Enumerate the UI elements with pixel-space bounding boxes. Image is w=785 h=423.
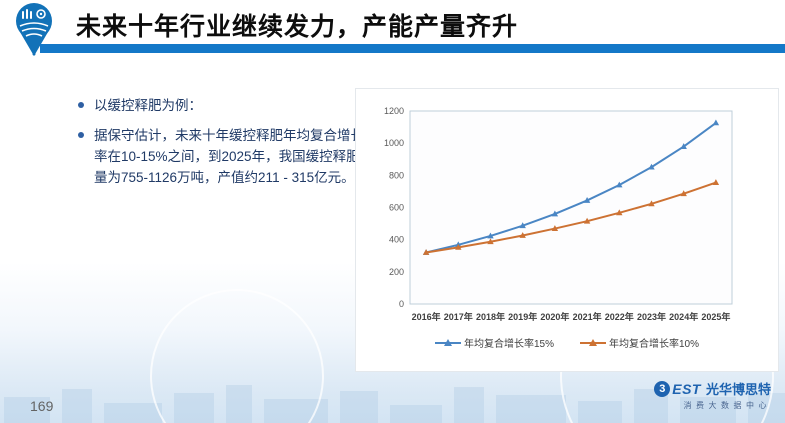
skyline-building [390, 405, 442, 423]
skyline-building [226, 385, 252, 423]
legend-item: 年均复合增长率15% [434, 335, 554, 350]
data-point-marker [487, 238, 494, 245]
x-axis-tick: 2016年 [412, 311, 441, 322]
y-axis-tick: 800 [389, 170, 404, 180]
y-axis-tick: 0 [399, 299, 404, 309]
footer-brand-logo: 3 EST 光华博思特 消费大数据中心 [654, 379, 771, 411]
data-point-marker [648, 163, 655, 170]
decor-ring [150, 289, 324, 423]
skyline-building [264, 399, 328, 423]
bullet-text: 据保守估计，未来十年缓控释肥年均复合增长率在10-15%之间，到2025年，我国… [94, 128, 374, 185]
y-axis-tick: 1000 [384, 138, 404, 148]
data-point-marker [519, 232, 526, 238]
y-axis-tick: 200 [389, 267, 404, 277]
data-point-marker [680, 143, 687, 149]
skyline-building [174, 393, 214, 423]
header: 未来十年行业继续发力，产能产量齐升 [0, 0, 785, 57]
brand-row: 3 EST 光华博思特 [654, 379, 771, 398]
data-point-marker [487, 232, 494, 239]
data-point-marker [712, 119, 720, 126]
legend-item: 年均复合增长率10% [580, 335, 699, 350]
data-point-marker [583, 197, 591, 203]
legend-marker-icon [580, 338, 606, 347]
data-point-marker [680, 190, 687, 197]
data-point-marker [551, 225, 559, 231]
bullet-list: 以缓控释肥为例： 据保守估计，未来十年缓控释肥年均复合增长率在10-15%之间，… [76, 95, 376, 197]
list-item: 据保守估计，未来十年缓控释肥年均复合增长率在10-15%之间，到2025年，我国… [76, 125, 376, 188]
data-point-marker [551, 210, 559, 217]
x-axis-tick: 2025年 [701, 311, 730, 322]
skyline-building [496, 395, 566, 423]
x-axis-tick: 2018年 [476, 311, 505, 322]
bullet-text: 以缓控释肥为例： [94, 98, 202, 113]
x-axis-tick: 2023年 [637, 311, 666, 322]
line-chart: 0 200 400 600 800 1000 1200 2016年 2017年 2018年 2019… [355, 88, 779, 372]
x-axis-tick: 2017年 [444, 311, 473, 322]
page-title: 未来十年行业继续发力，产能产量齐升 [76, 13, 519, 41]
data-point-marker [648, 200, 655, 207]
data-point-marker [519, 222, 526, 229]
skyline-building [340, 391, 378, 423]
chart-plot-area: 0 200 400 600 800 1000 1200 2016年 2017年 2018年 2019… [384, 106, 733, 322]
data-point-marker [583, 217, 591, 224]
best-logo-icon: 3 [654, 380, 671, 397]
list-item: 以缓控释肥为例： [76, 95, 376, 116]
legend-marker-icon [434, 338, 461, 347]
brand-latin: EST [672, 380, 701, 397]
skyline-building [104, 403, 162, 423]
y-axis-tick: 1200 [384, 106, 404, 116]
series-line [425, 181, 717, 254]
data-point-marker [712, 179, 720, 185]
x-axis-tick: 2019年 [508, 311, 537, 322]
x-axis-tick: 2022年 [605, 311, 634, 322]
skyline-building [578, 401, 622, 423]
bullet-icon [78, 132, 84, 138]
x-axis-tick: 2024年 [669, 311, 698, 322]
data-point-marker [422, 249, 430, 255]
series-line [425, 121, 717, 254]
data-point-marker [616, 209, 623, 216]
data-point-marker [455, 243, 462, 250]
x-axis-tick: 2021年 [573, 311, 602, 322]
y-axis-tick: 600 [389, 203, 404, 213]
skyline-building [454, 387, 484, 423]
legend-label: 年均复合增长率10% [609, 339, 700, 350]
brand-name: 光华博思特 [705, 382, 771, 397]
page-number: 169 [30, 398, 54, 414]
chart-legend: 年均复合增长率15% 年均复合增长率10% [356, 335, 778, 350]
data-point-marker [616, 181, 623, 188]
farm-pin-logo-icon [16, 3, 52, 56]
legend-label: 年均复合增长率15% [463, 339, 554, 350]
brand-subtitle: 消费大数据中心 [683, 401, 771, 410]
x-axis-tick: 2020年 [540, 311, 569, 322]
skyline-building [62, 389, 92, 423]
bullet-icon [78, 102, 84, 108]
title-accent-bar [40, 44, 785, 53]
y-axis-tick: 400 [389, 235, 404, 245]
